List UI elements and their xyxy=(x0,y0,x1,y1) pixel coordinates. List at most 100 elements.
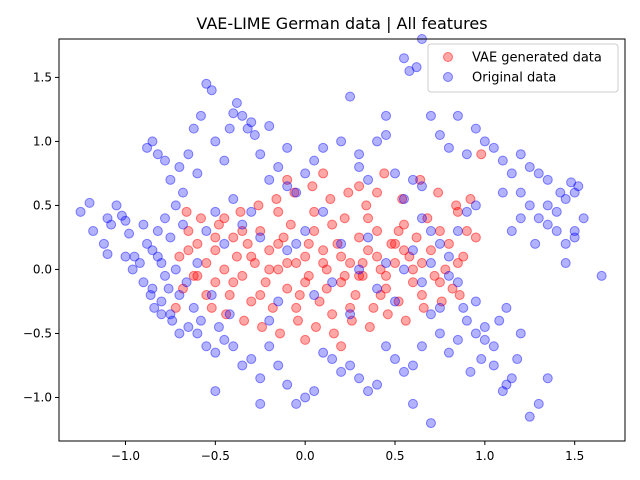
original-point-187 xyxy=(434,302,445,313)
vae-point-47 xyxy=(411,232,422,243)
original-point-121 xyxy=(363,386,374,397)
original-point-20 xyxy=(102,249,113,260)
original-point-125 xyxy=(327,354,338,365)
original-point-68 xyxy=(407,174,418,185)
original-point-81 xyxy=(497,155,508,166)
original-point-177 xyxy=(345,309,356,320)
original-point-106 xyxy=(479,334,490,345)
vae-point-93 xyxy=(454,290,465,301)
vae-point-25 xyxy=(314,296,325,307)
original-point-165 xyxy=(237,219,248,230)
original-point-162 xyxy=(210,206,221,217)
original-point-137 xyxy=(219,334,230,345)
original-point-142 xyxy=(174,328,185,339)
vae-point-124 xyxy=(303,238,314,249)
original-point-184 xyxy=(407,245,418,256)
original-point-127 xyxy=(309,386,320,397)
vae-point-108 xyxy=(192,270,203,281)
original-point-39 xyxy=(192,168,203,179)
vae-point-46 xyxy=(407,277,418,288)
original-point-95 xyxy=(542,174,553,185)
vae-point-54 xyxy=(443,238,454,249)
original-point-49 xyxy=(242,123,253,134)
vae-point-79 xyxy=(328,328,339,339)
original-point-19 xyxy=(170,264,181,275)
y-tick-label-4: 1.0 xyxy=(33,134,52,148)
vae-point-60 xyxy=(174,251,185,262)
original-point-31 xyxy=(147,136,158,147)
original-point-60 xyxy=(336,136,347,147)
vae-point-109 xyxy=(309,206,320,217)
vae-point-21 xyxy=(294,290,305,301)
original-point-43 xyxy=(210,136,221,147)
y-tick-label-0: −1.0 xyxy=(23,390,52,404)
original-point-22 xyxy=(127,264,138,275)
vae-point-67 xyxy=(221,309,232,320)
original-point-183 xyxy=(398,264,409,275)
original-point-131 xyxy=(273,360,284,371)
original-point-104 xyxy=(497,386,508,397)
vae-point-41 xyxy=(386,238,397,249)
original-point-44 xyxy=(219,155,230,166)
vae-point-91 xyxy=(436,296,447,307)
original-point-118 xyxy=(390,354,401,365)
vae-point-1 xyxy=(201,258,212,269)
original-point-85 xyxy=(533,213,544,224)
original-point-134 xyxy=(246,354,257,365)
original-point-9 xyxy=(124,228,135,239)
original-point-102 xyxy=(506,373,517,384)
vae-point-78 xyxy=(325,194,336,205)
vae-point-36 xyxy=(363,245,374,256)
original-point-67 xyxy=(398,194,409,205)
original-point-196 xyxy=(195,315,206,326)
original-point-214 xyxy=(501,302,512,313)
vae-point-28 xyxy=(327,309,338,320)
chart-title: VAE-LIME German data | All features xyxy=(196,14,487,33)
vae-point-44 xyxy=(398,219,409,230)
vae-point-5 xyxy=(224,290,235,301)
vae-point-84 xyxy=(379,168,390,179)
vae-point-9 xyxy=(242,238,253,249)
x-tick-label-0: −1.0 xyxy=(111,449,140,463)
original-point-116 xyxy=(407,360,418,371)
vae-point-29 xyxy=(332,238,343,249)
original-point-178 xyxy=(354,264,365,275)
vae-point-113 xyxy=(273,206,284,217)
original-point-182 xyxy=(390,296,401,307)
vae-point-72 xyxy=(271,194,282,205)
vae-point-52 xyxy=(434,226,445,237)
original-point-80 xyxy=(488,142,499,153)
original-point-155 xyxy=(452,277,463,288)
vae-point-12 xyxy=(255,226,266,237)
legend-marker-vae xyxy=(443,52,453,62)
original-point-15 xyxy=(152,226,163,237)
original-point-112 xyxy=(443,347,454,358)
vae-point-64 xyxy=(195,213,206,224)
vae-point-116 xyxy=(398,245,409,256)
vae-point-83 xyxy=(364,322,375,333)
original-point-92 xyxy=(569,226,580,237)
original-point-51 xyxy=(249,130,260,141)
original-point-186 xyxy=(425,258,436,269)
original-point-25 xyxy=(149,302,160,313)
original-point-3 xyxy=(98,238,109,249)
original-point-109 xyxy=(461,315,472,326)
vae-point-24 xyxy=(309,226,320,237)
original-point-78 xyxy=(470,123,481,134)
original-point-199 xyxy=(224,309,235,320)
original-point-12 xyxy=(138,219,149,230)
original-point-99 xyxy=(596,270,607,281)
original-point-213 xyxy=(494,315,505,326)
original-point-86 xyxy=(542,219,553,230)
vae-point-137 xyxy=(282,174,293,185)
original-point-207 xyxy=(569,232,580,243)
vae-point-131 xyxy=(183,245,194,256)
original-point-144 xyxy=(156,296,167,307)
legend-label-original: Original data xyxy=(472,71,556,86)
vae-point-39 xyxy=(375,264,386,275)
original-point-45 xyxy=(224,123,235,134)
vae-point-89 xyxy=(418,302,429,313)
vae-point-133 xyxy=(181,206,192,217)
original-point-168 xyxy=(264,315,275,326)
vae-point-58 xyxy=(461,226,472,237)
